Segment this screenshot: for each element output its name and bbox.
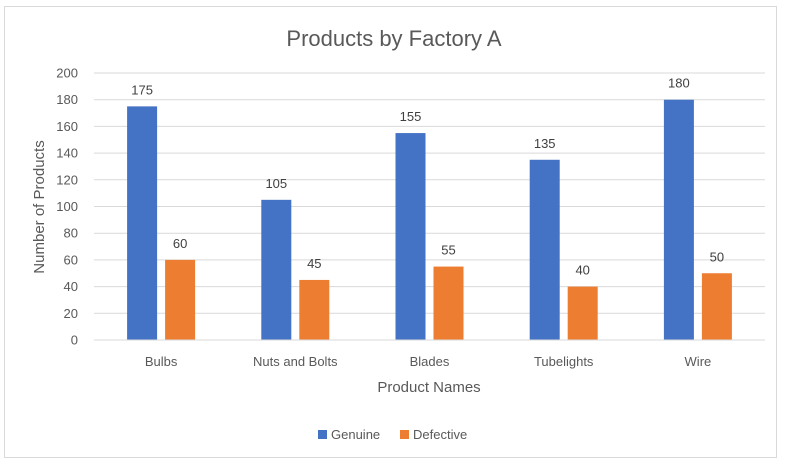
data-label: 45 (307, 256, 321, 271)
y-tick-label: 0 (71, 333, 78, 348)
bar-genuine (663, 99, 694, 340)
data-label: 155 (400, 109, 422, 124)
bar-genuine (395, 133, 426, 340)
y-tick-label: 40 (64, 279, 78, 294)
legend-swatch-defective (400, 430, 409, 439)
bar-defective (165, 259, 196, 340)
y-tick-label: 60 (64, 252, 78, 267)
y-tick-label: 100 (56, 199, 78, 214)
x-tick-label: Wire (685, 354, 712, 369)
legend: Genuine Defective (318, 427, 467, 442)
x-tick-label: Tubelights (534, 354, 594, 369)
y-tick-label: 140 (56, 146, 78, 161)
data-label: 55 (441, 243, 455, 258)
data-labels: 175 60 105 45 155 55 135 40 180 50 (131, 76, 724, 278)
bar-defective (299, 279, 330, 340)
legend-swatch-genuine (318, 430, 327, 439)
x-axis-ticks: Bulbs Nuts and Bolts Blades Tubelights Wire (145, 354, 711, 369)
bar-genuine (127, 106, 158, 340)
x-tick-label: Blades (410, 354, 450, 369)
x-tick-label: Bulbs (145, 354, 178, 369)
data-label: 40 (575, 263, 589, 278)
bar-genuine (261, 199, 292, 340)
legend-label-defective: Defective (413, 427, 467, 442)
data-label: 60 (173, 236, 187, 251)
data-label: 175 (131, 82, 153, 97)
y-axis-title: Number of Products (31, 140, 48, 273)
legend-label-genuine: Genuine (331, 427, 380, 442)
x-axis-title: Product Names (377, 379, 480, 396)
y-tick-label: 120 (56, 172, 78, 187)
bar-defective (701, 273, 732, 340)
y-axis-ticks: 0 20 40 60 80 100 120 140 160 180 200 (56, 66, 78, 348)
gridlines (94, 72, 765, 314)
chart-title: Products by Factory A (286, 26, 502, 51)
data-label: 50 (710, 249, 724, 264)
y-tick-label: 80 (64, 226, 78, 241)
data-label: 135 (534, 136, 556, 151)
data-label: 180 (668, 76, 690, 91)
y-tick-label: 200 (56, 66, 78, 81)
bars (127, 99, 732, 340)
x-tick-label: Nuts and Bolts (253, 354, 338, 369)
bar-defective (567, 286, 598, 340)
y-tick-label: 160 (56, 119, 78, 134)
y-tick-label: 180 (56, 92, 78, 107)
y-tick-label: 20 (64, 306, 78, 321)
bar-defective (433, 266, 464, 340)
bar-genuine (529, 159, 560, 340)
data-label: 105 (265, 176, 287, 191)
